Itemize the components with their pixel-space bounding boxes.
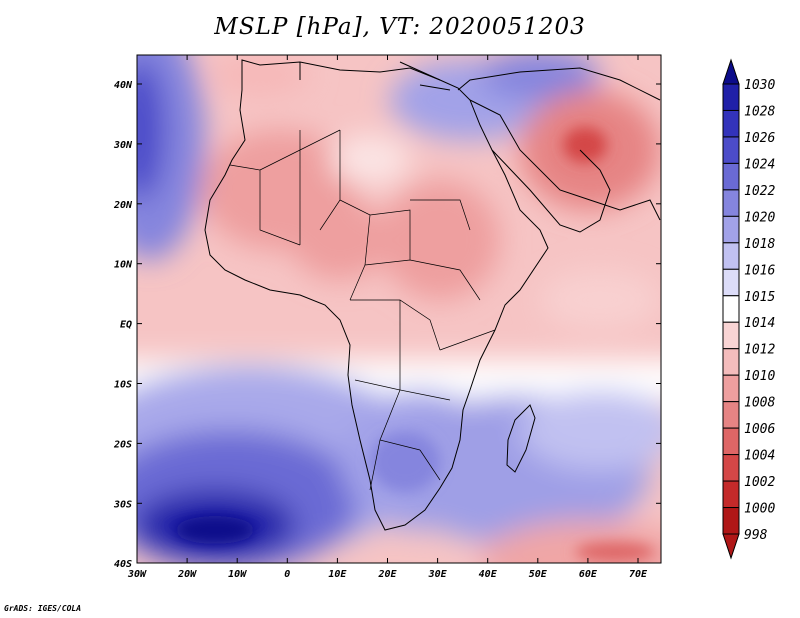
colorbar-segment (722, 374, 740, 403)
colorbar-segment (722, 268, 740, 297)
colorbar-segment (722, 109, 740, 138)
lat-tick-label: 10N (114, 260, 133, 271)
colorbar-segment (722, 454, 740, 482)
grads-credit: GrADS: IGES/COLA (4, 604, 82, 613)
colorbar-segment (722, 480, 740, 509)
lat-tick-label: 40S (114, 559, 132, 570)
lat-tick-label: 10S (114, 380, 132, 391)
colorbar-segment (722, 348, 740, 376)
lon-tick-label: 30E (428, 569, 448, 580)
lon-tick-label: 20E (377, 569, 397, 580)
lon-tick-label: 20W (177, 569, 197, 580)
colorbar-segment (722, 215, 740, 244)
colorbar-segment (722, 321, 740, 350)
colorbar-level-label: 1030 (744, 78, 775, 93)
colorbar-level-label: 1014 (744, 316, 775, 331)
lon-tick-label: 30W (127, 569, 147, 580)
colorbar-segment (722, 401, 740, 429)
colorbar-level-label: 1018 (744, 237, 775, 252)
colorbar-segment (722, 242, 740, 270)
colorbar-level-label: 1004 (744, 449, 775, 464)
lon-tick-label: 70E (629, 569, 648, 580)
lon-tick-label: 0 (284, 569, 290, 580)
colorbar-level-label: 1028 (744, 104, 775, 119)
colorbar-level-label: 1002 (744, 475, 775, 490)
lat-tick-label: 30S (113, 499, 132, 510)
colorbar-level-label: 1024 (744, 157, 775, 172)
map-frame (136, 54, 662, 564)
lon-tick-label: 60E (579, 569, 598, 580)
colorbar-level-label: 998 (744, 528, 768, 543)
lon-tick-label: 40E (479, 569, 498, 580)
pressure-field (137, 55, 661, 563)
lat-tick-label: 40N (114, 80, 133, 91)
colorbar-level-label: 1012 (744, 343, 775, 358)
colorbar-level-label: 1022 (744, 184, 775, 199)
colorbar-level-label: 1006 (744, 422, 775, 437)
colorbar-max-arrow (722, 58, 740, 85)
colorbar-segment (722, 162, 740, 191)
lat-tick-label: 20N (113, 200, 133, 211)
colorbar-segment (722, 83, 740, 111)
country-borders (229, 129, 496, 491)
colorbar-level-label: 1008 (744, 396, 775, 411)
colorbar-segment (722, 295, 740, 323)
colorbar-segment (722, 427, 740, 456)
lat-tick-label: 30N (113, 140, 133, 151)
colorbar-level-label: 1026 (744, 131, 775, 146)
lat-tick-label: EQ (120, 320, 132, 331)
lon-tick-label: 10W (228, 569, 247, 580)
colorbar-segment (722, 189, 740, 217)
colorbar-segment (722, 136, 740, 164)
map-title: MSLP [hPa], VT: 2020051203 (214, 14, 586, 40)
colorbar-level-label: 1000 (744, 502, 775, 517)
coastlines (204, 59, 661, 531)
colorbar-segment (722, 507, 740, 535)
colorbar-min-arrow (722, 533, 740, 560)
lon-tick-label: 50E (529, 569, 548, 580)
colorbar-level-label: 1020 (744, 210, 775, 225)
colorbar-level-label: 1015 (744, 290, 775, 305)
lat-tick-label: 20S (113, 439, 132, 450)
colorbar-level-label: 1016 (744, 263, 775, 278)
colorbar-level-label: 1010 (744, 369, 775, 384)
colorbar: 1030 1028 1026 1024 1022 1020 1018 1016 1015 1014… (722, 58, 775, 560)
lon-tick-label: 10E (328, 569, 347, 580)
